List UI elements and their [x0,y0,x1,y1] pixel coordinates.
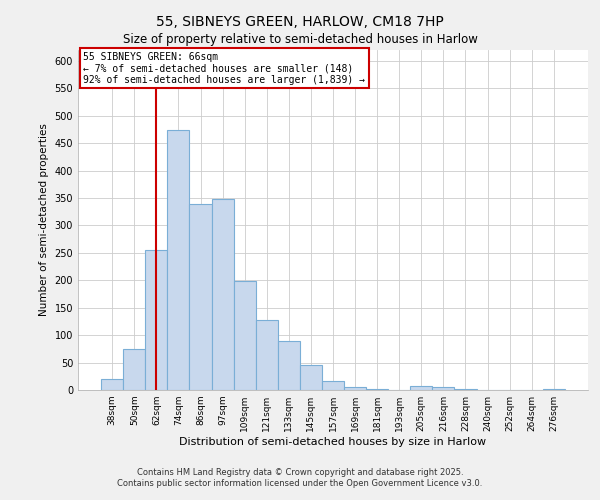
Bar [300,366,322,390]
Text: Contains HM Land Registry data © Crown copyright and database right 2025.
Contai: Contains HM Land Registry data © Crown c… [118,468,482,487]
Bar [344,388,366,390]
Text: Size of property relative to semi-detached houses in Harlow: Size of property relative to semi-detach… [122,32,478,46]
Bar [322,380,344,390]
Y-axis label: Number of semi-detached properties: Number of semi-detached properties [39,124,49,316]
Bar [278,340,300,390]
Bar [212,199,233,390]
Bar [366,389,388,390]
Bar [454,389,476,390]
Bar [233,282,256,390]
Text: 55, SIBNEYS GREEN, HARLOW, CM18 7HP: 55, SIBNEYS GREEN, HARLOW, CM18 7HP [156,15,444,29]
Bar [256,320,278,390]
Text: 55 SIBNEYS GREEN: 66sqm
← 7% of semi-detached houses are smaller (148)
92% of se: 55 SIBNEYS GREEN: 66sqm ← 7% of semi-det… [83,52,365,85]
X-axis label: Distribution of semi-detached houses by size in Harlow: Distribution of semi-detached houses by … [179,437,487,447]
Bar [145,250,167,390]
Bar [190,204,212,390]
Bar [410,386,433,390]
Bar [101,379,123,390]
Bar [433,388,454,390]
Bar [167,130,190,390]
Bar [123,349,145,390]
